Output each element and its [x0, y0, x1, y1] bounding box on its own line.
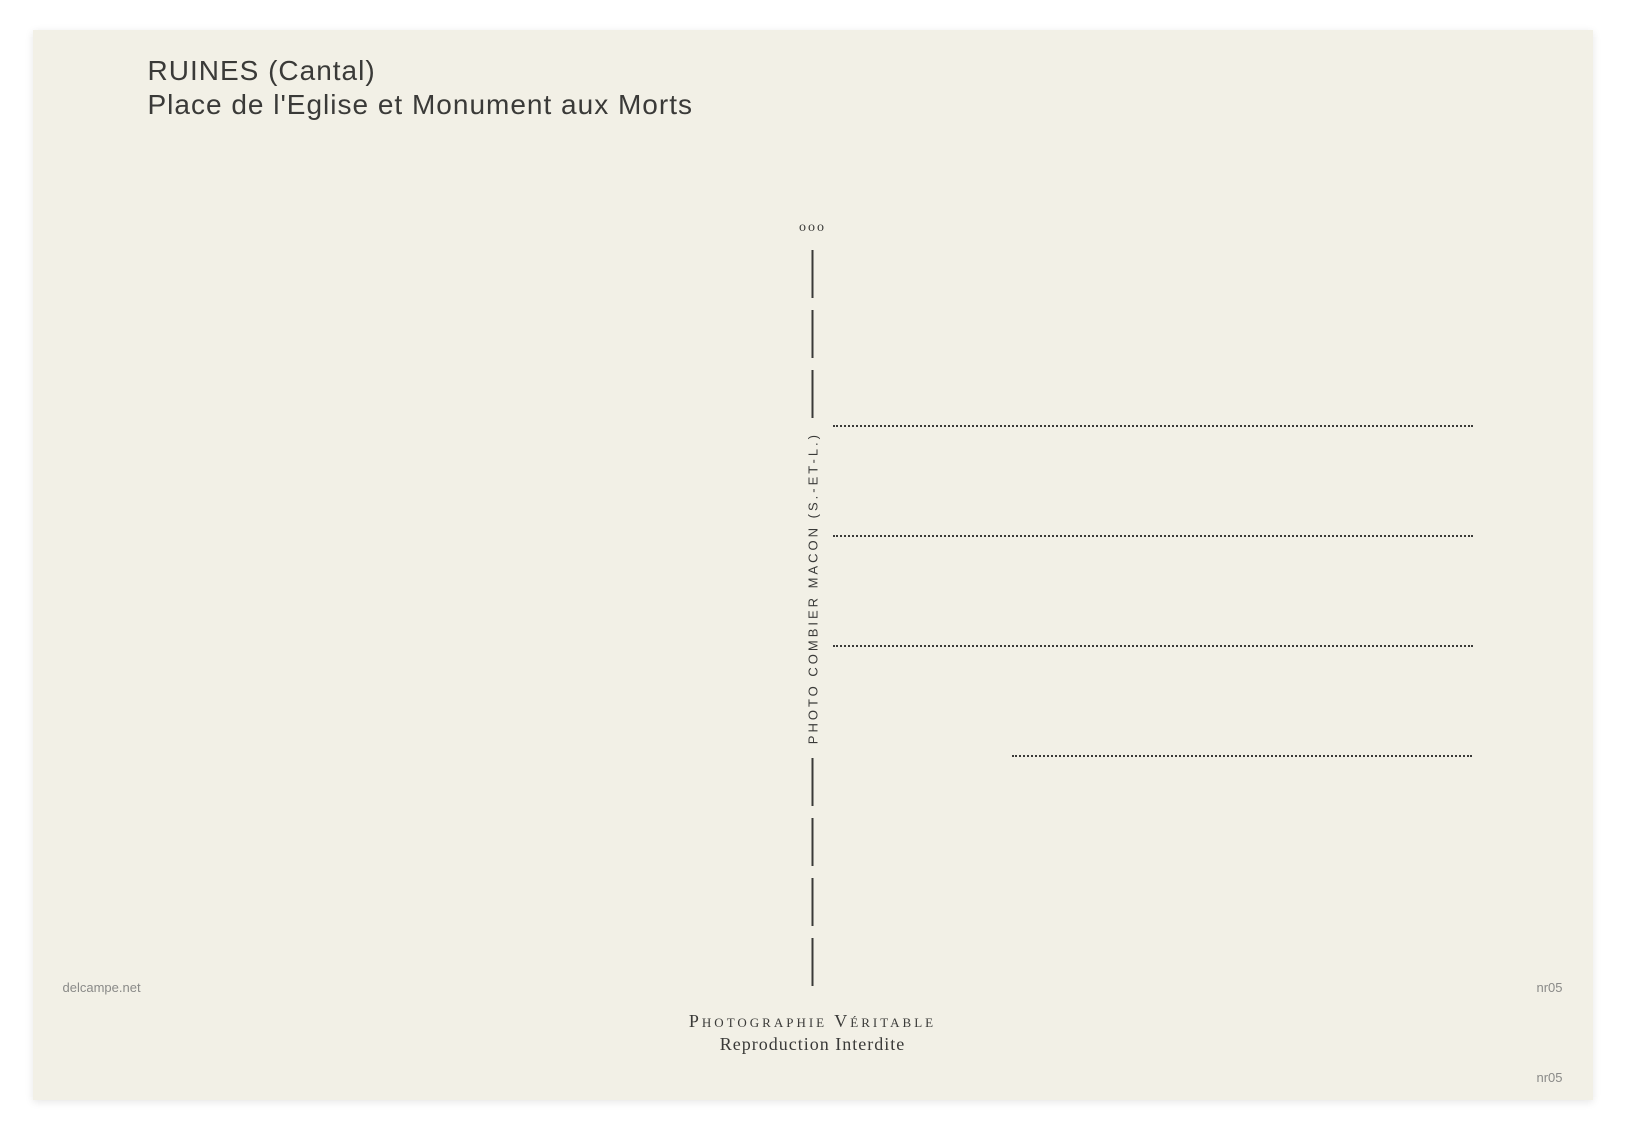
address-line	[833, 645, 1473, 647]
title-description: Place de l'Eglise et Monument aux Morts	[148, 89, 693, 121]
divider-dash	[812, 250, 814, 298]
divider-dash	[812, 758, 814, 806]
footer-copyright: Reproduction Interdite	[689, 1034, 936, 1055]
footer-authenticity: Photographie Véritable	[689, 1011, 936, 1032]
publisher-text: PHOTO COMBIER MACON (S.-ET-L.)	[805, 432, 820, 744]
center-divider: ooo PHOTO COMBIER MACON (S.-ET-L.)	[799, 220, 826, 992]
address-line	[833, 535, 1473, 537]
divider-dash	[812, 938, 814, 986]
postcard-title: RUINES (Cantal) Place de l'Eglise et Mon…	[148, 55, 693, 121]
divider-dash	[812, 878, 814, 926]
watermark-user: nr05	[1536, 980, 1562, 995]
divider-ornament: ooo	[799, 220, 826, 236]
watermark-user: nr05	[1536, 1070, 1562, 1085]
divider-dash	[812, 310, 814, 358]
postcard-back: RUINES (Cantal) Place de l'Eglise et Mon…	[33, 30, 1593, 1100]
watermark-site: delcampe.net	[63, 980, 141, 995]
footer-notice: Photographie Véritable Reproduction Inte…	[689, 1011, 936, 1055]
address-line	[833, 425, 1473, 427]
address-area	[833, 425, 1473, 757]
title-location: RUINES (Cantal)	[148, 55, 693, 87]
divider-dash	[812, 370, 814, 418]
address-line	[1012, 755, 1473, 757]
divider-dash	[812, 818, 814, 866]
